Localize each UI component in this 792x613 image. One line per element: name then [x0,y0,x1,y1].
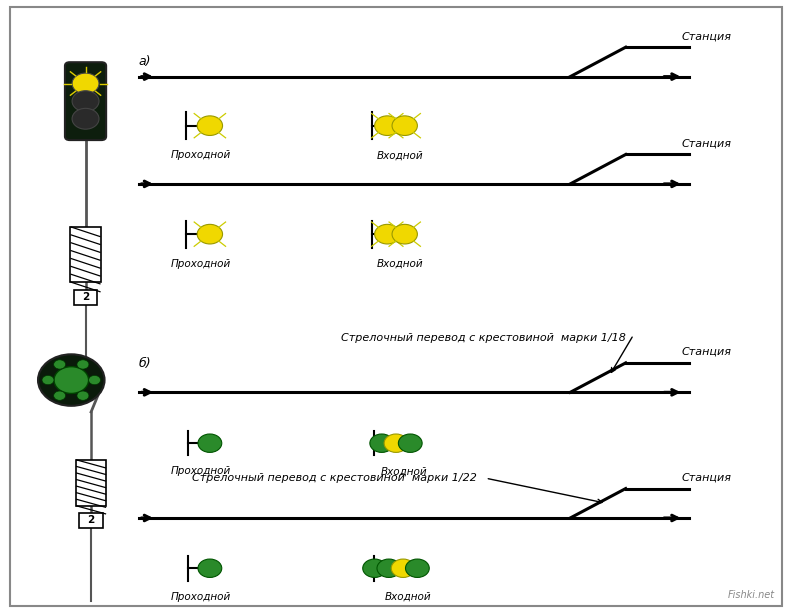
Text: Станция: Станция [681,31,731,41]
Bar [70,227,101,282]
Text: б): б) [139,357,151,370]
Text: Входной: Входной [377,150,423,160]
Circle shape [54,391,66,400]
Circle shape [197,224,223,244]
Circle shape [384,434,408,452]
Circle shape [375,224,400,244]
Text: Входной: Входной [381,466,427,476]
Circle shape [77,391,89,400]
Circle shape [375,116,400,135]
Circle shape [77,360,89,369]
Circle shape [392,116,417,135]
Text: Входной: Входной [377,259,423,268]
Circle shape [54,360,66,369]
FancyBboxPatch shape [65,63,106,140]
Circle shape [54,367,89,394]
Text: Стрелочный перевод с крестовиной  марки 1/18: Стрелочный перевод с крестовиной марки 1… [341,333,626,343]
Text: Станция: Станция [681,347,731,357]
Text: Fishki.net: Fishki.net [727,590,775,600]
Bar [79,513,103,528]
Text: Проходной: Проходной [170,150,230,160]
Text: Станция: Станция [681,473,731,482]
Circle shape [72,73,99,94]
Text: Проходной: Проходной [170,466,230,476]
Text: Проходной: Проходной [170,592,230,601]
Text: Проходной: Проходной [170,259,230,268]
Circle shape [377,559,401,577]
Text: Входной: Входной [385,592,431,601]
Text: а): а) [139,55,151,68]
Circle shape [392,224,417,244]
Circle shape [198,559,222,577]
Text: Стрелочный перевод с крестовиной  марки 1/22: Стрелочный перевод с крестовиной марки 1… [192,473,478,483]
Circle shape [197,116,223,135]
Circle shape [89,375,101,385]
Circle shape [363,559,386,577]
Circle shape [38,354,105,406]
Circle shape [398,434,422,452]
Circle shape [42,375,54,385]
Circle shape [72,91,99,112]
Circle shape [406,559,429,577]
Circle shape [72,109,99,129]
Circle shape [370,434,394,452]
Text: Станция: Станция [681,139,731,148]
Circle shape [391,559,415,577]
Circle shape [198,434,222,452]
Text: 2: 2 [87,516,95,525]
Text: 2: 2 [82,292,89,302]
Bar [74,290,97,305]
Bar [76,460,106,506]
